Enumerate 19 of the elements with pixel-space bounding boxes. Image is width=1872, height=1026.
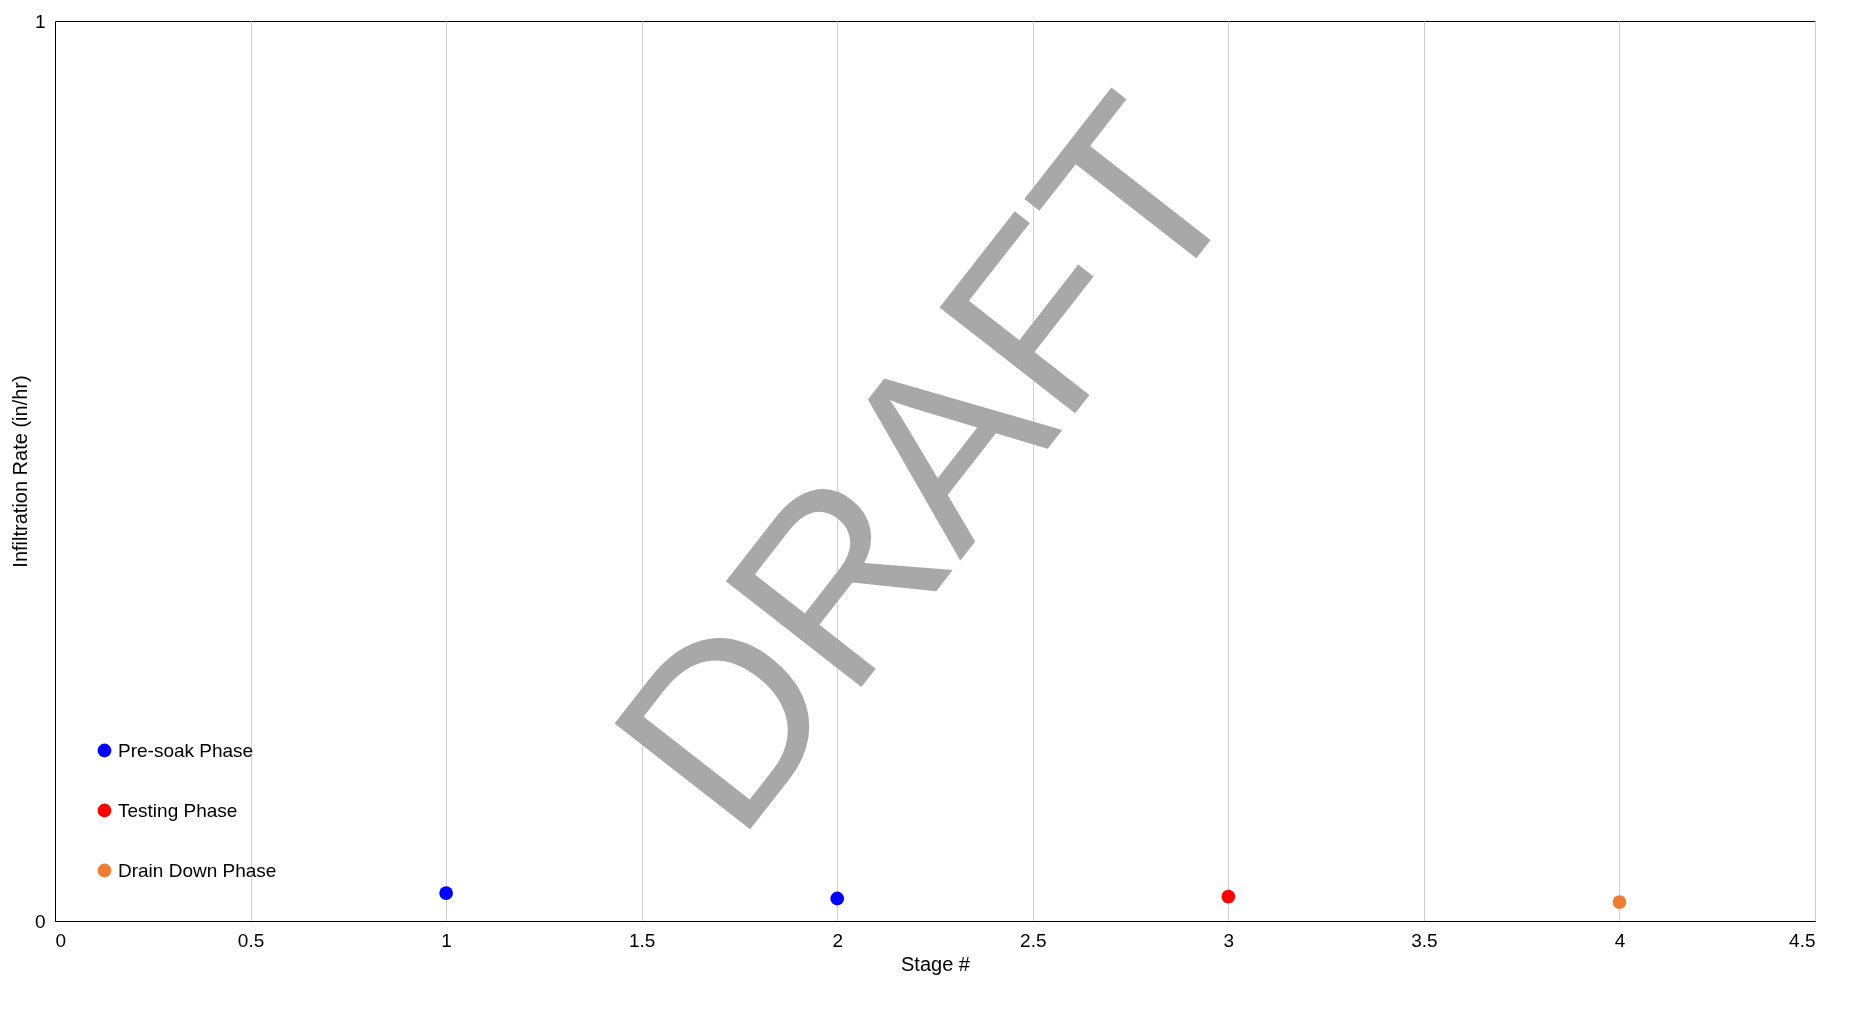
- x-tick-label: 0.5: [237, 929, 265, 951]
- point: [830, 891, 845, 906]
- y-axis-title: Infiltration Rate (in/hr): [8, 375, 31, 568]
- point: [1221, 889, 1236, 904]
- x-tick-label: 2: [832, 929, 844, 951]
- legend-label: Testing Phase: [118, 799, 238, 821]
- x-tick-label: 0: [55, 929, 67, 951]
- x-tick-label: 2.5: [1020, 929, 1047, 951]
- x-tick-label: 1.5: [628, 929, 656, 951]
- x-tick-label: 3: [1223, 929, 1235, 951]
- legend-label: Drain Down Phase: [118, 859, 277, 881]
- x-tick-label: 3.5: [1411, 929, 1438, 951]
- legend-label: Pre-soak Phase: [118, 739, 254, 761]
- x-tick-label: 4.5: [1789, 929, 1816, 951]
- point: [1612, 895, 1627, 909]
- x-axis-title: Stage #: [901, 952, 971, 975]
- x-tick-label: 4: [1614, 929, 1626, 951]
- x-tick-label: 1: [441, 929, 452, 951]
- point: [439, 886, 453, 900]
